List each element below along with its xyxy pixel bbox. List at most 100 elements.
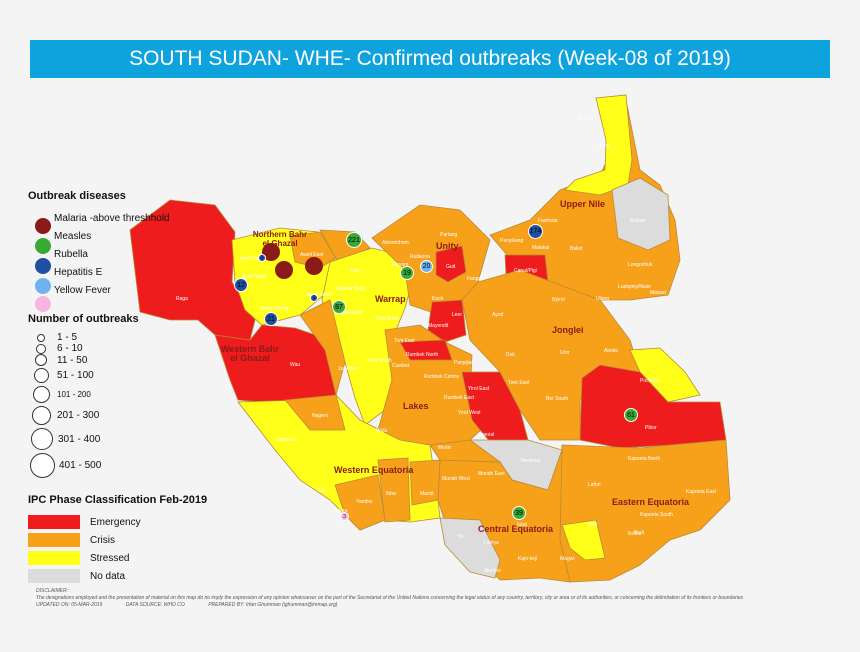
count-size: 201 - 300: [32, 406, 218, 425]
count-size: 301 - 400: [31, 428, 218, 450]
county-label: Kapoeta South: [640, 512, 674, 518]
malaria-markers: [262, 243, 323, 279]
county-label: Leer: [452, 312, 463, 318]
data-source: DATA SOURCE: WHO CO: [125, 602, 185, 608]
count-size: 1 - 5: [32, 332, 218, 343]
county-label: Yambio: [356, 499, 373, 505]
state-label: Eastern Equatoria: [612, 497, 690, 507]
count-size: 6 - 10: [32, 343, 218, 354]
legend-yellow-fever: Yellow Fever: [54, 284, 111, 296]
county-label: Yei: [457, 534, 464, 540]
legend-rubella: Rubella: [54, 248, 88, 260]
outbreak-marker-measles: 221: [346, 232, 362, 248]
region-yei: [439, 517, 501, 579]
outbreak-marker-rubella: 1: [258, 254, 266, 262]
county-label: Fangak: [467, 276, 484, 282]
legend-symbols: [35, 218, 51, 312]
county-label: Mayendit: [428, 323, 449, 329]
footer: DISCLAIMER: The designations employed an…: [36, 588, 836, 609]
county-label: Ayod: [492, 312, 504, 318]
county-label: Tonj East: [394, 338, 415, 344]
region-renk: [564, 94, 633, 196]
malaria-legend-icon: [35, 218, 51, 234]
county-label: Uror: [560, 350, 570, 356]
region-leer: [427, 299, 467, 343]
county-label: Tonj South: [368, 358, 392, 364]
county-label: Nyirol: [552, 297, 565, 303]
county-label: Rumbek Centre: [424, 374, 460, 380]
county-label: Juba: [516, 522, 527, 528]
legend: Outbreak diseases Malaria -above threshh…: [28, 190, 218, 585]
county-label: Aweil South: [306, 292, 333, 298]
county-label: Koch: [432, 296, 444, 302]
county-label: Mundri East: [478, 471, 505, 477]
county-label: Ibba: [386, 491, 396, 497]
prepared-by: PREPARED BY: Irfan Ghumman (ighumman@imm…: [208, 602, 338, 608]
county-label: Manyo: [578, 116, 594, 122]
county-label: Bor South: [546, 396, 569, 402]
region-maban: [611, 177, 671, 251]
county-label: Kajo-keji: [518, 556, 538, 562]
county-label: Nzara: [334, 508, 348, 514]
count-size: 11 - 50: [32, 354, 218, 366]
outbreak-marker-measles: 39: [512, 506, 526, 520]
county-label: Awerial: [478, 432, 495, 438]
county-label: Aweil West: [242, 274, 267, 280]
hepatitis-legend-icon: [35, 278, 51, 294]
state-label: Lakes: [403, 401, 429, 411]
ipc-emergency: Emergency: [28, 513, 218, 531]
county-label: Baliet: [570, 246, 583, 252]
county-label: Wau: [290, 362, 301, 368]
county-label: Tambura: [276, 437, 296, 443]
county-label: Pibor: [645, 425, 657, 431]
region-pibor: [579, 364, 727, 449]
county-label: Pariang: [440, 232, 458, 238]
count-size: 51 - 100: [32, 368, 218, 383]
region-aweil-east: [289, 231, 337, 269]
county-label: Yirol East: [468, 386, 490, 392]
county-label: Gogrial East: [335, 310, 363, 316]
legend-hepatitis: Hepatitis E: [54, 266, 103, 278]
county-label: Maridi: [420, 491, 434, 497]
county-label: Mayom: [392, 262, 409, 268]
ipc-crisis: Crisis: [28, 531, 218, 549]
county-label: Akobo: [604, 348, 619, 354]
outbreak-marker-yellow_fever: 3: [340, 512, 349, 521]
outbreak-marker-rubella: 12: [234, 278, 248, 292]
county-label: Duk: [506, 352, 515, 358]
county-label: Longochuk: [628, 262, 653, 268]
ipc-title: IPC Phase Classification Feb-2019: [28, 494, 208, 506]
counts-title: Number of outbreaks: [28, 313, 139, 325]
county-label: Tonj North: [376, 316, 399, 322]
outbreak-marker-rubella: 174: [528, 224, 543, 239]
region-mvolo: [429, 439, 502, 463]
county-label: Malakal: [532, 245, 550, 251]
county-label: Lainya: [484, 540, 499, 546]
county-label: Ulang: [596, 296, 610, 302]
legend-measles: Measles: [54, 230, 92, 242]
updated-on: UPDATED ON: 05-MAR-2019: [36, 602, 103, 608]
count-size: 401 - 500: [30, 453, 218, 478]
map-title: SOUTH SUDAN- WHE- Confirmed outbreaks (W…: [30, 40, 830, 78]
state-label: Western Bahr el Ghazal: [220, 344, 280, 363]
outbreak-marker-hepatitis: 20: [420, 260, 433, 273]
county-label: Nagero: [312, 413, 329, 419]
county-label: Aweil East: [300, 252, 324, 258]
county-label: Aweil North: [240, 256, 266, 262]
outbreak-marker-measles: 87: [332, 300, 346, 314]
state-label: Warrap: [375, 294, 406, 304]
county-label: Mvolo: [438, 445, 452, 451]
county-label: Mundri West: [442, 476, 470, 482]
county-label: Magwi: [560, 556, 575, 562]
state-label: Northern Bahr el Ghazal: [252, 230, 308, 248]
disclaimer-title: DISCLAIMER:: [36, 588, 68, 594]
county-label: Yirol West: [458, 410, 481, 416]
malaria-marker: [305, 257, 323, 275]
state-label: Jonglei: [552, 325, 584, 335]
county-label: Terekeka: [520, 458, 541, 464]
county-label: Maiwut: [650, 290, 666, 296]
county-label: Ikotos: [628, 531, 642, 537]
county-label: Morobo: [484, 568, 501, 574]
regions: [129, 94, 731, 583]
